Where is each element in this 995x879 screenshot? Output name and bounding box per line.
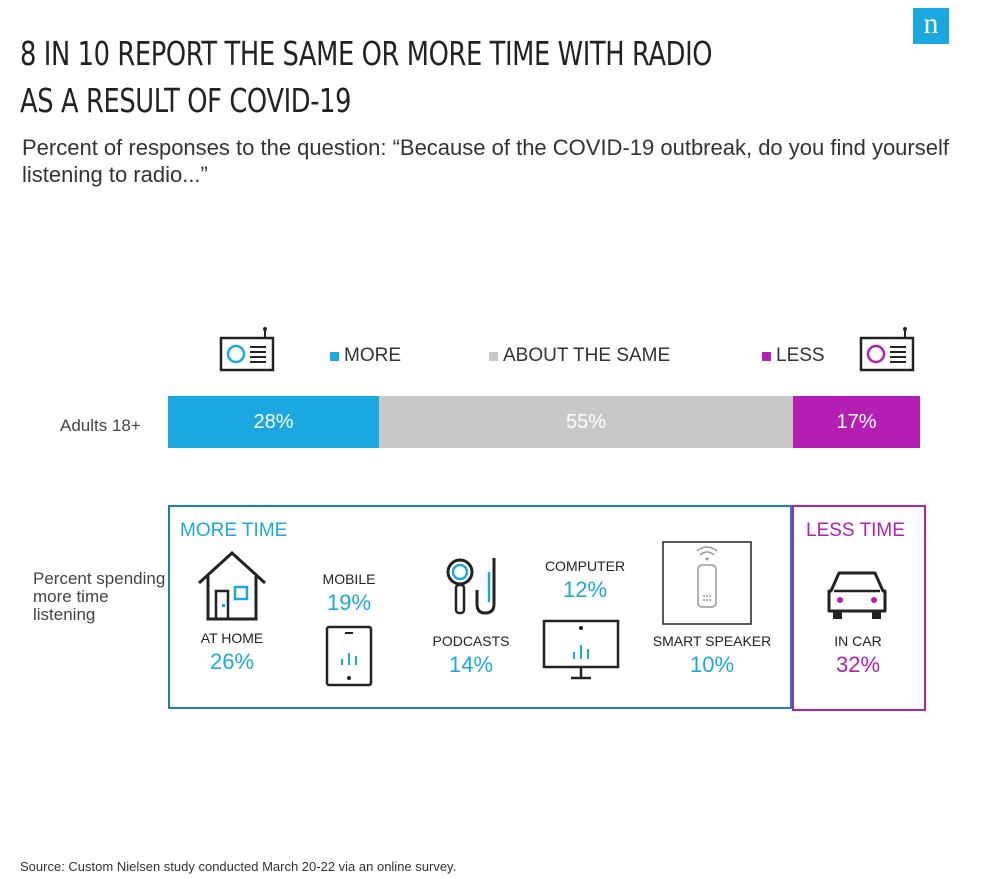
less-time-box (792, 505, 926, 711)
item-label-podcasts: PODCASTS (432, 633, 510, 649)
legend-label-less: LESS (776, 345, 825, 366)
item-label-smart-speaker: SMART SPEAKER (652, 633, 772, 649)
chart-title-line2: AS A RESULT OF COVID-19 (20, 81, 352, 120)
legend-swatch-more (330, 351, 339, 361)
more-time-header: MORE TIME (180, 520, 288, 541)
item-value-computer: 12% (562, 577, 608, 602)
legend-item-more: MORE (330, 345, 401, 367)
item-value-smart-speaker: 10% (689, 652, 735, 677)
legend-label-more: MORE (344, 345, 401, 366)
car-icon (827, 571, 887, 619)
item-value-podcasts: 14% (448, 652, 494, 677)
legend-label-same: ABOUT THE SAME (503, 345, 671, 366)
bar-segment-same: 55% (379, 396, 793, 448)
item-label-mobile: MOBILE (322, 571, 376, 587)
radio-icon (859, 327, 915, 372)
chart-title-line1: 8 IN 10 REPORT THE SAME OR MORE TIME WIT… (20, 34, 713, 73)
item-label-at-home: AT HOME (200, 630, 264, 646)
bar-segment-more: 28% (168, 396, 379, 448)
legend-swatch-less (762, 351, 771, 361)
more-time-box (168, 505, 792, 709)
row-label-percent-more: Percent spending more time listening (33, 569, 166, 624)
legend-swatch-same (489, 351, 498, 361)
chart-title: 8 IN 10 REPORT THE SAME OR MORE TIME WIT… (20, 30, 713, 124)
category-label: Adults 18+ (60, 416, 141, 435)
legend-item-same: ABOUT THE SAME (489, 345, 670, 367)
item-value-at-home: 26% (209, 649, 255, 674)
bar-value-label-same: 55% (565, 410, 607, 433)
item-label-in-car: IN CAR (834, 633, 882, 649)
item-value-mobile: 19% (326, 590, 372, 615)
house-icon (197, 550, 267, 621)
chart-subtitle: Percent of responses to the question: “B… (22, 135, 949, 187)
item-value-in-car: 32% (835, 652, 881, 677)
item-label-computer: COMPUTER (544, 558, 626, 574)
smart-speaker-icon (662, 541, 752, 625)
radio-icon (219, 327, 275, 372)
legend-item-less: LESS (762, 345, 825, 367)
bar-value-label-less: 17% (836, 410, 877, 433)
mobile-icon (325, 625, 373, 687)
nielsen-logo: n (913, 8, 949, 44)
less-time-header: LESS TIME (806, 520, 905, 541)
source-note: Source: Custom Nielsen study conducted M… (20, 859, 457, 874)
bar-segment-less: 17% (793, 396, 920, 448)
computer-icon (542, 619, 620, 680)
podcast-headphones-icon (446, 558, 496, 615)
stacked-bar: 28% 55% 17% (168, 396, 920, 448)
bar-value-label-more: 28% (253, 410, 294, 433)
